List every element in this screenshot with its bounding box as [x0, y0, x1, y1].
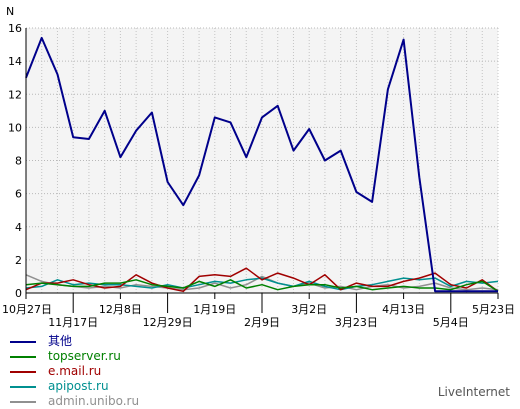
x-tick-label: 4月13日 — [382, 303, 425, 316]
legend-item: 其他 — [10, 334, 139, 349]
y-tick-label: 14 — [8, 55, 22, 68]
series-lines — [25, 36, 499, 293]
y-tick-label: 2 — [15, 254, 22, 267]
legend-label: e.mail.ru — [48, 364, 102, 378]
y-tick-label: 16 — [8, 22, 22, 35]
x-tick-label: 5月4日 — [433, 316, 469, 329]
legend-item: topserver.ru — [10, 349, 139, 364]
series-line — [25, 277, 499, 291]
legend-swatch — [10, 370, 36, 373]
brand-label: LiveInternet — [437, 385, 510, 399]
legend-swatch — [10, 355, 36, 358]
y-axis-title: N — [6, 5, 14, 18]
legend-item: e.mail.ru — [10, 364, 139, 379]
chart-area: N 0 2 4 6 8 10 12 14 16 10月27日11月17日12月8日12月29日1… — [2, 5, 515, 329]
grid-lines — [26, 27, 499, 293]
series-line — [25, 267, 499, 293]
legend-label: 其他 — [48, 334, 73, 348]
x-tick-label: 11月17日 — [48, 316, 98, 329]
legend-label: apipost.ru — [48, 379, 109, 393]
series-line — [25, 279, 499, 292]
x-tick-label: 10月27日 — [2, 303, 52, 316]
x-tick-label: 1月19日 — [193, 303, 236, 316]
y-tick-label: 10 — [8, 121, 22, 134]
series-line — [25, 274, 499, 291]
legend: 其他 topserver.ru e.mail.ru apipost.ru admin.u… — [10, 334, 139, 409]
x-tick-label: 5月23日 — [472, 303, 515, 316]
legend-swatch — [10, 385, 36, 388]
legend-swatch — [10, 400, 36, 403]
x-tick-label: 2月9日 — [244, 316, 280, 329]
x-tick-label: 3月2日 — [291, 303, 327, 316]
x-tick-label: 12月8日 — [99, 303, 142, 316]
series-line — [25, 36, 498, 293]
legend-label: topserver.ru — [48, 349, 121, 363]
legend-item: apipost.ru — [10, 379, 139, 394]
y-tick-label: 0 — [15, 287, 22, 300]
legend-swatch — [10, 340, 36, 343]
y-tick-label: 8 — [15, 155, 22, 168]
legend-item: admin.unibo.ru — [10, 394, 139, 409]
legend-label: admin.unibo.ru — [48, 394, 140, 408]
x-tick-label: 12月29日 — [143, 316, 193, 329]
y-tick-label: 6 — [15, 188, 22, 201]
y-tick-label: 4 — [15, 221, 22, 234]
x-tick-label: 3月23日 — [335, 316, 378, 329]
y-tick-label: 12 — [8, 88, 22, 101]
y-ticks: 0 2 4 6 8 10 12 14 16 — [8, 22, 22, 300]
